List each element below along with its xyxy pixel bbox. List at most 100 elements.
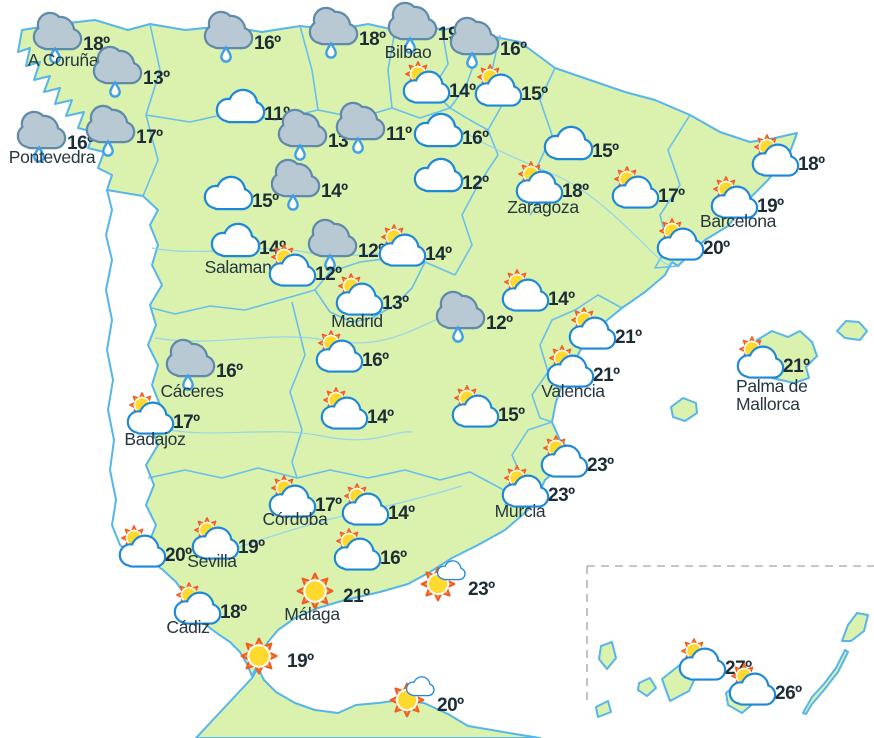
weather-station[interactable]: 16º xyxy=(203,10,282,63)
temperature-label: 16º xyxy=(380,548,407,569)
weather-station[interactable]: 26º xyxy=(728,663,803,706)
weather-station[interactable]: 14º xyxy=(378,224,453,267)
weather-station[interactable]: 18º xyxy=(308,6,387,59)
sun-behind-cloud-icon xyxy=(333,528,382,571)
weather-station[interactable]: 16º xyxy=(449,16,528,69)
sun-behind-cloud-icon xyxy=(268,475,317,518)
weather-station[interactable]: 18º xyxy=(751,134,826,177)
sun-behind-cloud-icon xyxy=(736,336,785,379)
weather-station[interactable]: 27º xyxy=(678,638,753,681)
weather-station[interactable]: 12º xyxy=(268,244,343,287)
rain-cloud-icon xyxy=(308,6,359,59)
weather-station[interactable]: 16º xyxy=(333,528,408,571)
weather-station[interactable]: 23º xyxy=(540,435,615,478)
weather-station[interactable]: 20º xyxy=(389,676,465,718)
weather-station[interactable]: 21º xyxy=(568,307,643,350)
weather-station[interactable]: 19º xyxy=(240,637,315,675)
city-label: Córdoba xyxy=(262,509,328,529)
weather-station[interactable]: 20º xyxy=(118,525,193,568)
cloud-icon xyxy=(543,125,594,161)
temperature-label: 17º xyxy=(315,495,342,516)
weather-station[interactable]: 13º xyxy=(277,108,356,161)
rain-cloud-icon xyxy=(307,218,358,271)
city-label: Badajoz xyxy=(124,429,185,449)
cloud-icon xyxy=(210,222,261,258)
weather-station[interactable]: 11º xyxy=(335,101,413,154)
weather-station[interactable]: 15º xyxy=(451,385,526,428)
weather-station[interactable]: 11º xyxy=(215,88,291,125)
sun-behind-cloud-icon xyxy=(656,218,705,261)
peninsula-shape xyxy=(17,19,798,677)
temperature-label: 15º xyxy=(521,84,548,105)
sun-behind-cloud-icon xyxy=(378,224,427,267)
weather-station[interactable]: 15º xyxy=(203,175,280,212)
temperature-label: 21º xyxy=(343,586,370,607)
weather-station[interactable]: 23º xyxy=(420,560,496,602)
city-label: Málaga xyxy=(284,604,340,624)
weather-station[interactable]: 12º xyxy=(435,290,514,343)
rain-cloud-icon xyxy=(449,16,500,69)
weather-station[interactable]: 16º xyxy=(315,330,390,373)
sun-icon xyxy=(296,572,334,610)
sun-behind-cloud-icon xyxy=(501,465,550,508)
rain-cloud-icon xyxy=(92,45,143,98)
sun-behind-cloud-icon xyxy=(546,345,595,388)
weather-station[interactable]: 14º xyxy=(270,158,349,211)
cloud-icon xyxy=(413,112,464,148)
temperature-label: 14º xyxy=(321,181,348,202)
temperature-label: 26º xyxy=(775,683,802,704)
temperature-label: 16º xyxy=(254,33,281,54)
weather-station[interactable]: 17º xyxy=(85,104,164,157)
weather-station[interactable]: 14º xyxy=(402,61,477,104)
weather-station[interactable]: 12º xyxy=(307,218,386,271)
temperature-label: 20º xyxy=(437,695,464,716)
city-label: Mallorca xyxy=(736,394,800,414)
sun-behind-cloud-icon xyxy=(474,64,523,107)
sun-behind-cloud-icon xyxy=(751,134,800,177)
weather-station[interactable]: 16º xyxy=(413,112,490,149)
sun-behind-cloud-icon xyxy=(678,638,727,681)
rain-cloud-icon xyxy=(335,101,386,154)
weather-station[interactable]: 20º xyxy=(656,218,731,261)
weather-station[interactable]: 14º xyxy=(501,269,576,312)
cloud-icon xyxy=(413,157,464,193)
weather-station[interactable]: 14º xyxy=(320,387,395,430)
sun-behind-cloud-icon xyxy=(568,307,617,350)
temperature-label: 20º xyxy=(703,238,730,259)
temperature-label: 18º xyxy=(220,602,247,623)
city-label: Valencia xyxy=(541,381,605,401)
temperature-label: 19º xyxy=(238,537,265,558)
temperature-label: 15º xyxy=(252,191,279,212)
weather-station[interactable]: 15º xyxy=(543,125,620,162)
weather-station[interactable]: 14º xyxy=(341,483,416,526)
temperature-label: 23º xyxy=(548,485,575,506)
sun-behind-cloud-icon xyxy=(710,176,759,219)
city-label: Sevilla xyxy=(187,551,237,571)
weather-station[interactable]: 17º xyxy=(611,166,686,209)
temperature-label: 18º xyxy=(359,29,386,50)
weather-station[interactable]: 13º xyxy=(92,45,171,98)
rain-cloud-icon xyxy=(277,108,328,161)
sun-behind-cloud-icon xyxy=(451,385,500,428)
sun-behind-cloud-icon xyxy=(126,392,175,435)
weather-station[interactable]: 15º xyxy=(474,64,549,107)
rain-cloud-icon xyxy=(32,11,83,64)
weather-station-c-diz[interactable]: 18º Cádiz xyxy=(166,582,248,637)
weather-station[interactable]: 12º xyxy=(413,157,490,194)
